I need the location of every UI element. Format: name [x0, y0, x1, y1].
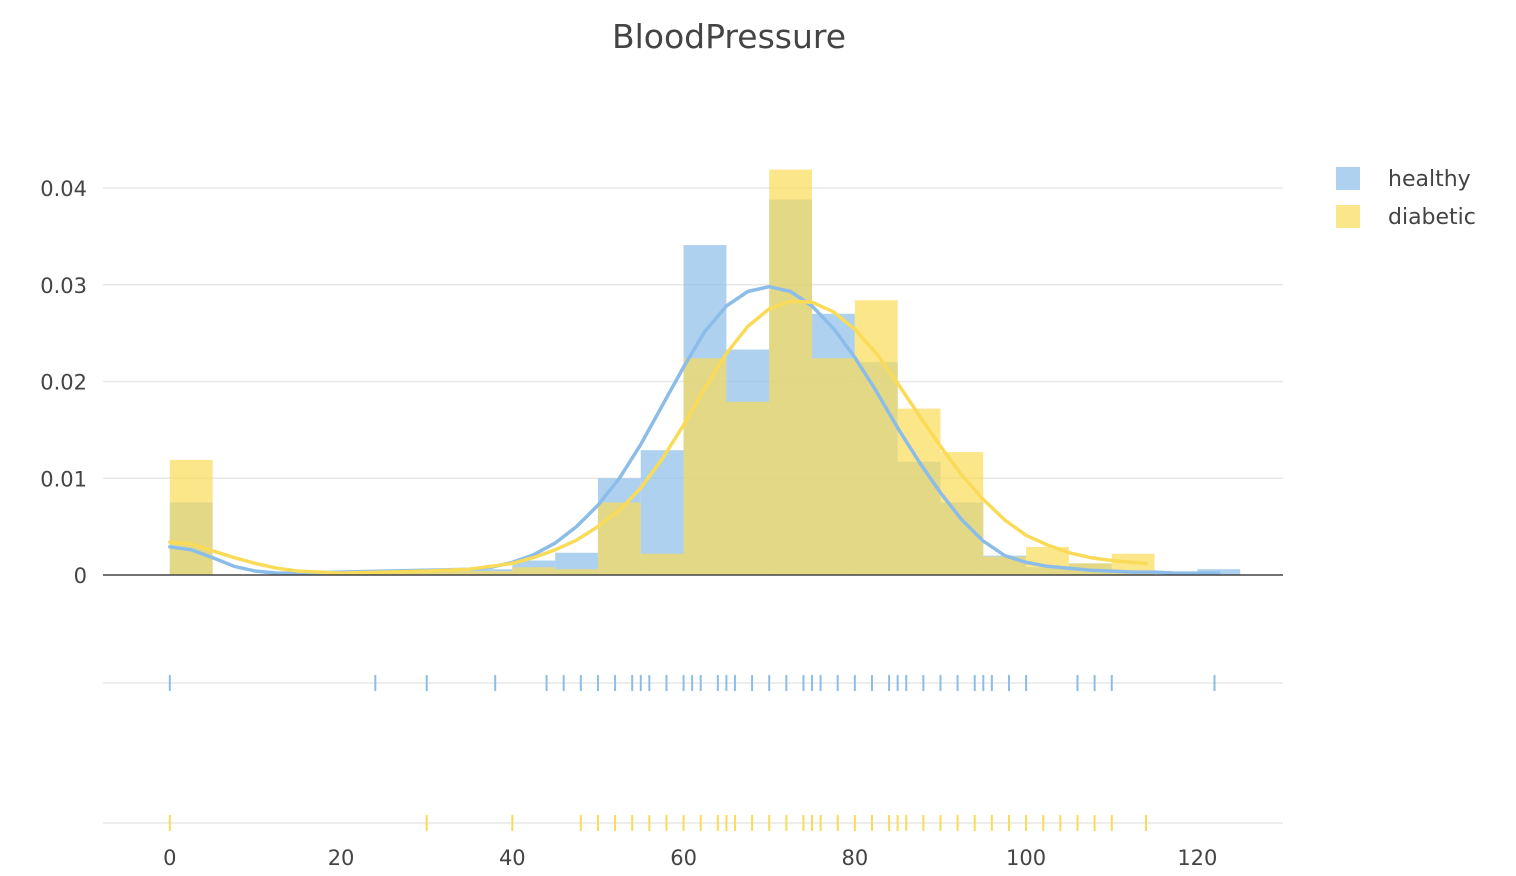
- histogram-bar-diabetic[interactable]: [897, 408, 941, 575]
- histogram-bar-diabetic[interactable]: [169, 459, 213, 575]
- y-tick-label: 0.01: [40, 467, 87, 491]
- legend-swatch-healthy[interactable]: [1336, 167, 1360, 190]
- kde-curve-diabetic[interactable]: [168, 299, 1148, 575]
- legend-label-diabetic[interactable]: diabetic: [1388, 205, 1476, 230]
- x-tick-label: 20: [328, 846, 355, 870]
- chart-title: BloodPressure: [612, 17, 846, 56]
- histogram-bars: [169, 169, 1241, 576]
- y-tick-label: 0.04: [40, 177, 87, 201]
- x-tick-label: 0: [163, 846, 176, 870]
- histogram-bar-diabetic[interactable]: [854, 300, 898, 575]
- histogram-bar-diabetic[interactable]: [640, 553, 684, 575]
- x-tick-label: 100: [1006, 846, 1046, 870]
- y-tick-label: 0.02: [40, 371, 87, 395]
- histogram-bar-diabetic[interactable]: [683, 358, 727, 575]
- histogram-bar-diabetic[interactable]: [812, 358, 855, 575]
- histogram-bar-diabetic[interactable]: [469, 571, 513, 575]
- x-tick-label: 40: [499, 846, 526, 870]
- x-tick-label: 120: [1177, 846, 1217, 870]
- histogram-bar-diabetic[interactable]: [512, 567, 556, 575]
- histogram-bar-diabetic[interactable]: [769, 169, 813, 575]
- y-tick-label: 0: [74, 564, 87, 588]
- histogram-bar-diabetic[interactable]: [383, 573, 427, 575]
- histogram-bar-diabetic[interactable]: [726, 401, 770, 575]
- x-axis-ticks: 0 20 40 60 80 100 120: [163, 846, 1217, 870]
- histogram-bar-diabetic[interactable]: [597, 502, 641, 575]
- legend-swatch-diabetic[interactable]: [1336, 205, 1360, 228]
- y-axis-ticks: 0 0.01 0.02 0.03 0.04: [40, 177, 87, 588]
- legend[interactable]: healthy diabetic: [1336, 167, 1476, 230]
- legend-label-healthy[interactable]: healthy: [1388, 167, 1471, 192]
- y-tick-label: 0.03: [40, 274, 87, 298]
- histogram-bar-diabetic[interactable]: [1111, 553, 1155, 575]
- histogram-bar-diabetic[interactable]: [555, 569, 598, 575]
- histogram-bar-diabetic[interactable]: [940, 452, 984, 575]
- x-tick-label: 80: [841, 846, 868, 870]
- rug-plots: [168, 675, 1216, 831]
- kde-curves: [168, 284, 1221, 575]
- histogram-bar-diabetic[interactable]: [426, 571, 470, 575]
- histogram-bar-diabetic[interactable]: [983, 556, 1027, 575]
- x-tick-label: 60: [670, 846, 697, 870]
